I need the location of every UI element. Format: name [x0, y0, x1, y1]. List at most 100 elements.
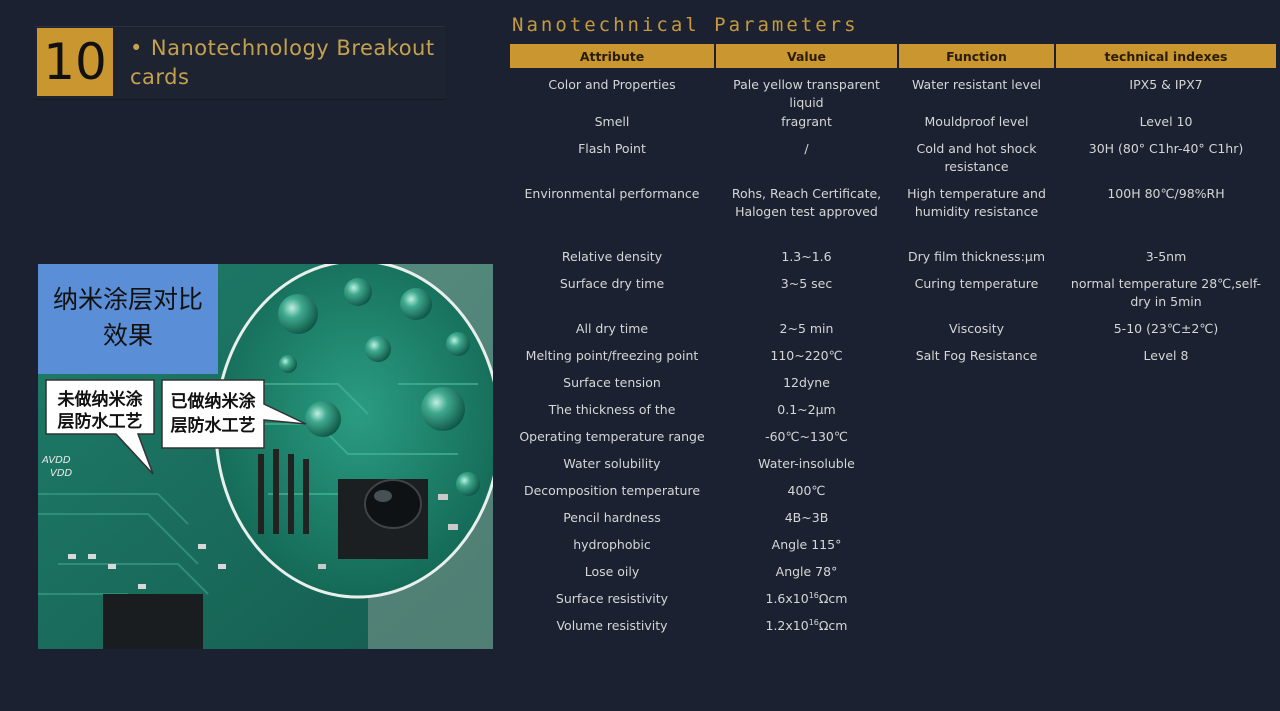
table-row: Pencil hardness 4B~3B [510, 509, 1276, 536]
attribute-cell: Operating temperature range [519, 429, 705, 444]
function-cell [899, 455, 1054, 482]
attribute-cell: Flash Point [578, 141, 646, 156]
column-header: Attribute [510, 44, 714, 68]
table-row: Melting point/freezing point 110~220℃ Sa… [510, 347, 1276, 374]
treated-label-line1: 已做纳米涂 [171, 391, 257, 412]
table-row: Volume resistivity 1.2x1016Ωcm [510, 617, 1276, 644]
function-cell [899, 428, 1054, 455]
value-base: 1.6x10 [765, 591, 809, 606]
treated-callout: 已做纳米涂 层防水工艺 [161, 379, 307, 449]
function-cell [899, 590, 1054, 617]
value-cell: 2~5 min [779, 321, 834, 336]
attribute-cell: All dry time [575, 321, 649, 336]
index-cell [1056, 536, 1276, 563]
index-cell [1056, 617, 1276, 644]
attribute-cell: Volume resistivity [556, 618, 668, 633]
index-cell [1056, 590, 1276, 617]
value-cell: 400℃ [787, 483, 826, 498]
value-cell: 110~220℃ [770, 348, 843, 363]
table-row: hydrophobic Angle 115° [510, 536, 1276, 563]
attribute-cell: Decomposition temperature [523, 483, 701, 498]
attribute-cell: Water solubility [563, 456, 661, 471]
column-header: Value [716, 44, 897, 68]
function-cell: Dry film thickness:μm [907, 249, 1046, 264]
untreated-label-line1: 未做纳米涂 [57, 389, 144, 410]
function-cell: Curing temperature [914, 276, 1039, 291]
attribute-cell: Surface resistivity [555, 591, 669, 606]
value-cell: 1.3~1.6 [781, 249, 832, 264]
value-cell: Pale yellow transparent liquid [733, 77, 880, 110]
function-cell [899, 401, 1054, 428]
function-cell: High temperature and humidity resistance [907, 186, 1046, 219]
value-cell: Angle 78° [775, 564, 838, 579]
value-base: 1.2x10 [765, 618, 809, 633]
bullet-icon: • [130, 36, 143, 60]
function-cell: Cold and hot shock resistance [916, 141, 1037, 174]
pcb-label: AVDD [41, 455, 71, 466]
function-cell [899, 482, 1054, 509]
photo-title-line1: 纳米涂层对比 [53, 285, 203, 314]
attribute-cell: Surface tension [563, 375, 661, 390]
table-row: Environmental performance Rohs, Reach Ce… [510, 185, 1276, 248]
table-row: Decomposition temperature 400℃ [510, 482, 1276, 509]
table-row: Flash Point / Cold and hot shock resista… [510, 140, 1276, 185]
parameters-table: Attribute Value Function technical index… [508, 44, 1278, 644]
value-cell: 12dyne [783, 375, 830, 390]
pcb-illustration: AVDD VDD [38, 264, 493, 649]
table-row: All dry time 2~5 min Viscosity 5-10 (23℃… [510, 320, 1276, 347]
attribute-cell: Lose oily [584, 564, 640, 579]
function-cell: Water resistant level [911, 77, 1042, 92]
table-row: Surface resistivity 1.6x1016Ωcm [510, 590, 1276, 617]
untreated-label-line2: 层防水工艺 [58, 411, 143, 432]
value-cell: / [804, 141, 809, 156]
treated-label-line2: 层防水工艺 [171, 415, 256, 436]
value-cell: fragrant [781, 114, 832, 129]
water-droplets [278, 278, 480, 496]
attribute-cell: Pencil hardness [563, 510, 661, 525]
attribute-cell: Smell [594, 114, 630, 129]
index-cell [1056, 482, 1276, 509]
index-cell: normal temperature 28℃,self-dry in 5min [1070, 276, 1262, 309]
slide-number: 10 [37, 28, 113, 96]
value-exponent: 16 [808, 617, 819, 627]
untreated-callout: 未做纳米涂 层防水工艺 [45, 379, 155, 475]
coating-comparison-photo: AVDD VDD [38, 264, 493, 649]
function-cell [899, 563, 1054, 590]
table-row: The thickness of the 0.1~2μm [510, 401, 1276, 428]
value-cell: 3~5 sec [780, 276, 833, 291]
function-cell [899, 617, 1054, 644]
function-cell [899, 509, 1054, 536]
column-header: Function [899, 44, 1054, 68]
attribute-cell: Melting point/freezing point [525, 348, 699, 363]
table-row: Water solubility Water-insoluble [510, 455, 1276, 482]
value-cell: Water-insoluble [758, 456, 855, 471]
table-row: Surface tension 12dyne [510, 374, 1276, 401]
index-cell: 100H 80℃/98%RH [1107, 186, 1225, 201]
index-cell [1056, 509, 1276, 536]
function-cell [899, 374, 1054, 401]
attribute-cell: hydrophobic [573, 537, 651, 552]
index-cell [1056, 563, 1276, 590]
table-header-row: Attribute Value Function technical index… [510, 44, 1276, 68]
function-cell: Salt Fog Resistance [915, 348, 1038, 363]
index-cell: IPX5 & IPX7 [1129, 77, 1203, 92]
attribute-cell: Environmental performance [524, 186, 700, 201]
value-cell: 1.6x1016Ωcm [716, 590, 897, 617]
value-unit: Ωcm [818, 618, 848, 633]
value-cell: 1.2x1016Ωcm [716, 617, 897, 644]
value-cell: 4B~3B [784, 510, 829, 525]
attribute-cell: Color and Properties [548, 77, 676, 92]
attribute-cell: Surface dry time [559, 276, 665, 291]
function-cell [899, 536, 1054, 563]
table-row: Operating temperature range -60℃~130℃ [510, 428, 1276, 455]
value-cell: Rohs, Reach Certificate, Halogen test ap… [731, 186, 882, 219]
index-cell: 30H (80° C1hr-40° C1hr) [1088, 141, 1244, 156]
value-cell: Angle 115° [771, 537, 842, 552]
function-cell: Viscosity [948, 321, 1005, 336]
column-header: technical indexes [1056, 44, 1276, 68]
index-cell: 3-5nm [1145, 249, 1187, 264]
index-cell: Level 10 [1139, 114, 1193, 129]
pcb-label: VDD [50, 468, 73, 479]
function-cell: Mouldproof level [924, 114, 1029, 129]
table-row: Relative density 1.3~1.6 Dry film thickn… [510, 248, 1276, 275]
